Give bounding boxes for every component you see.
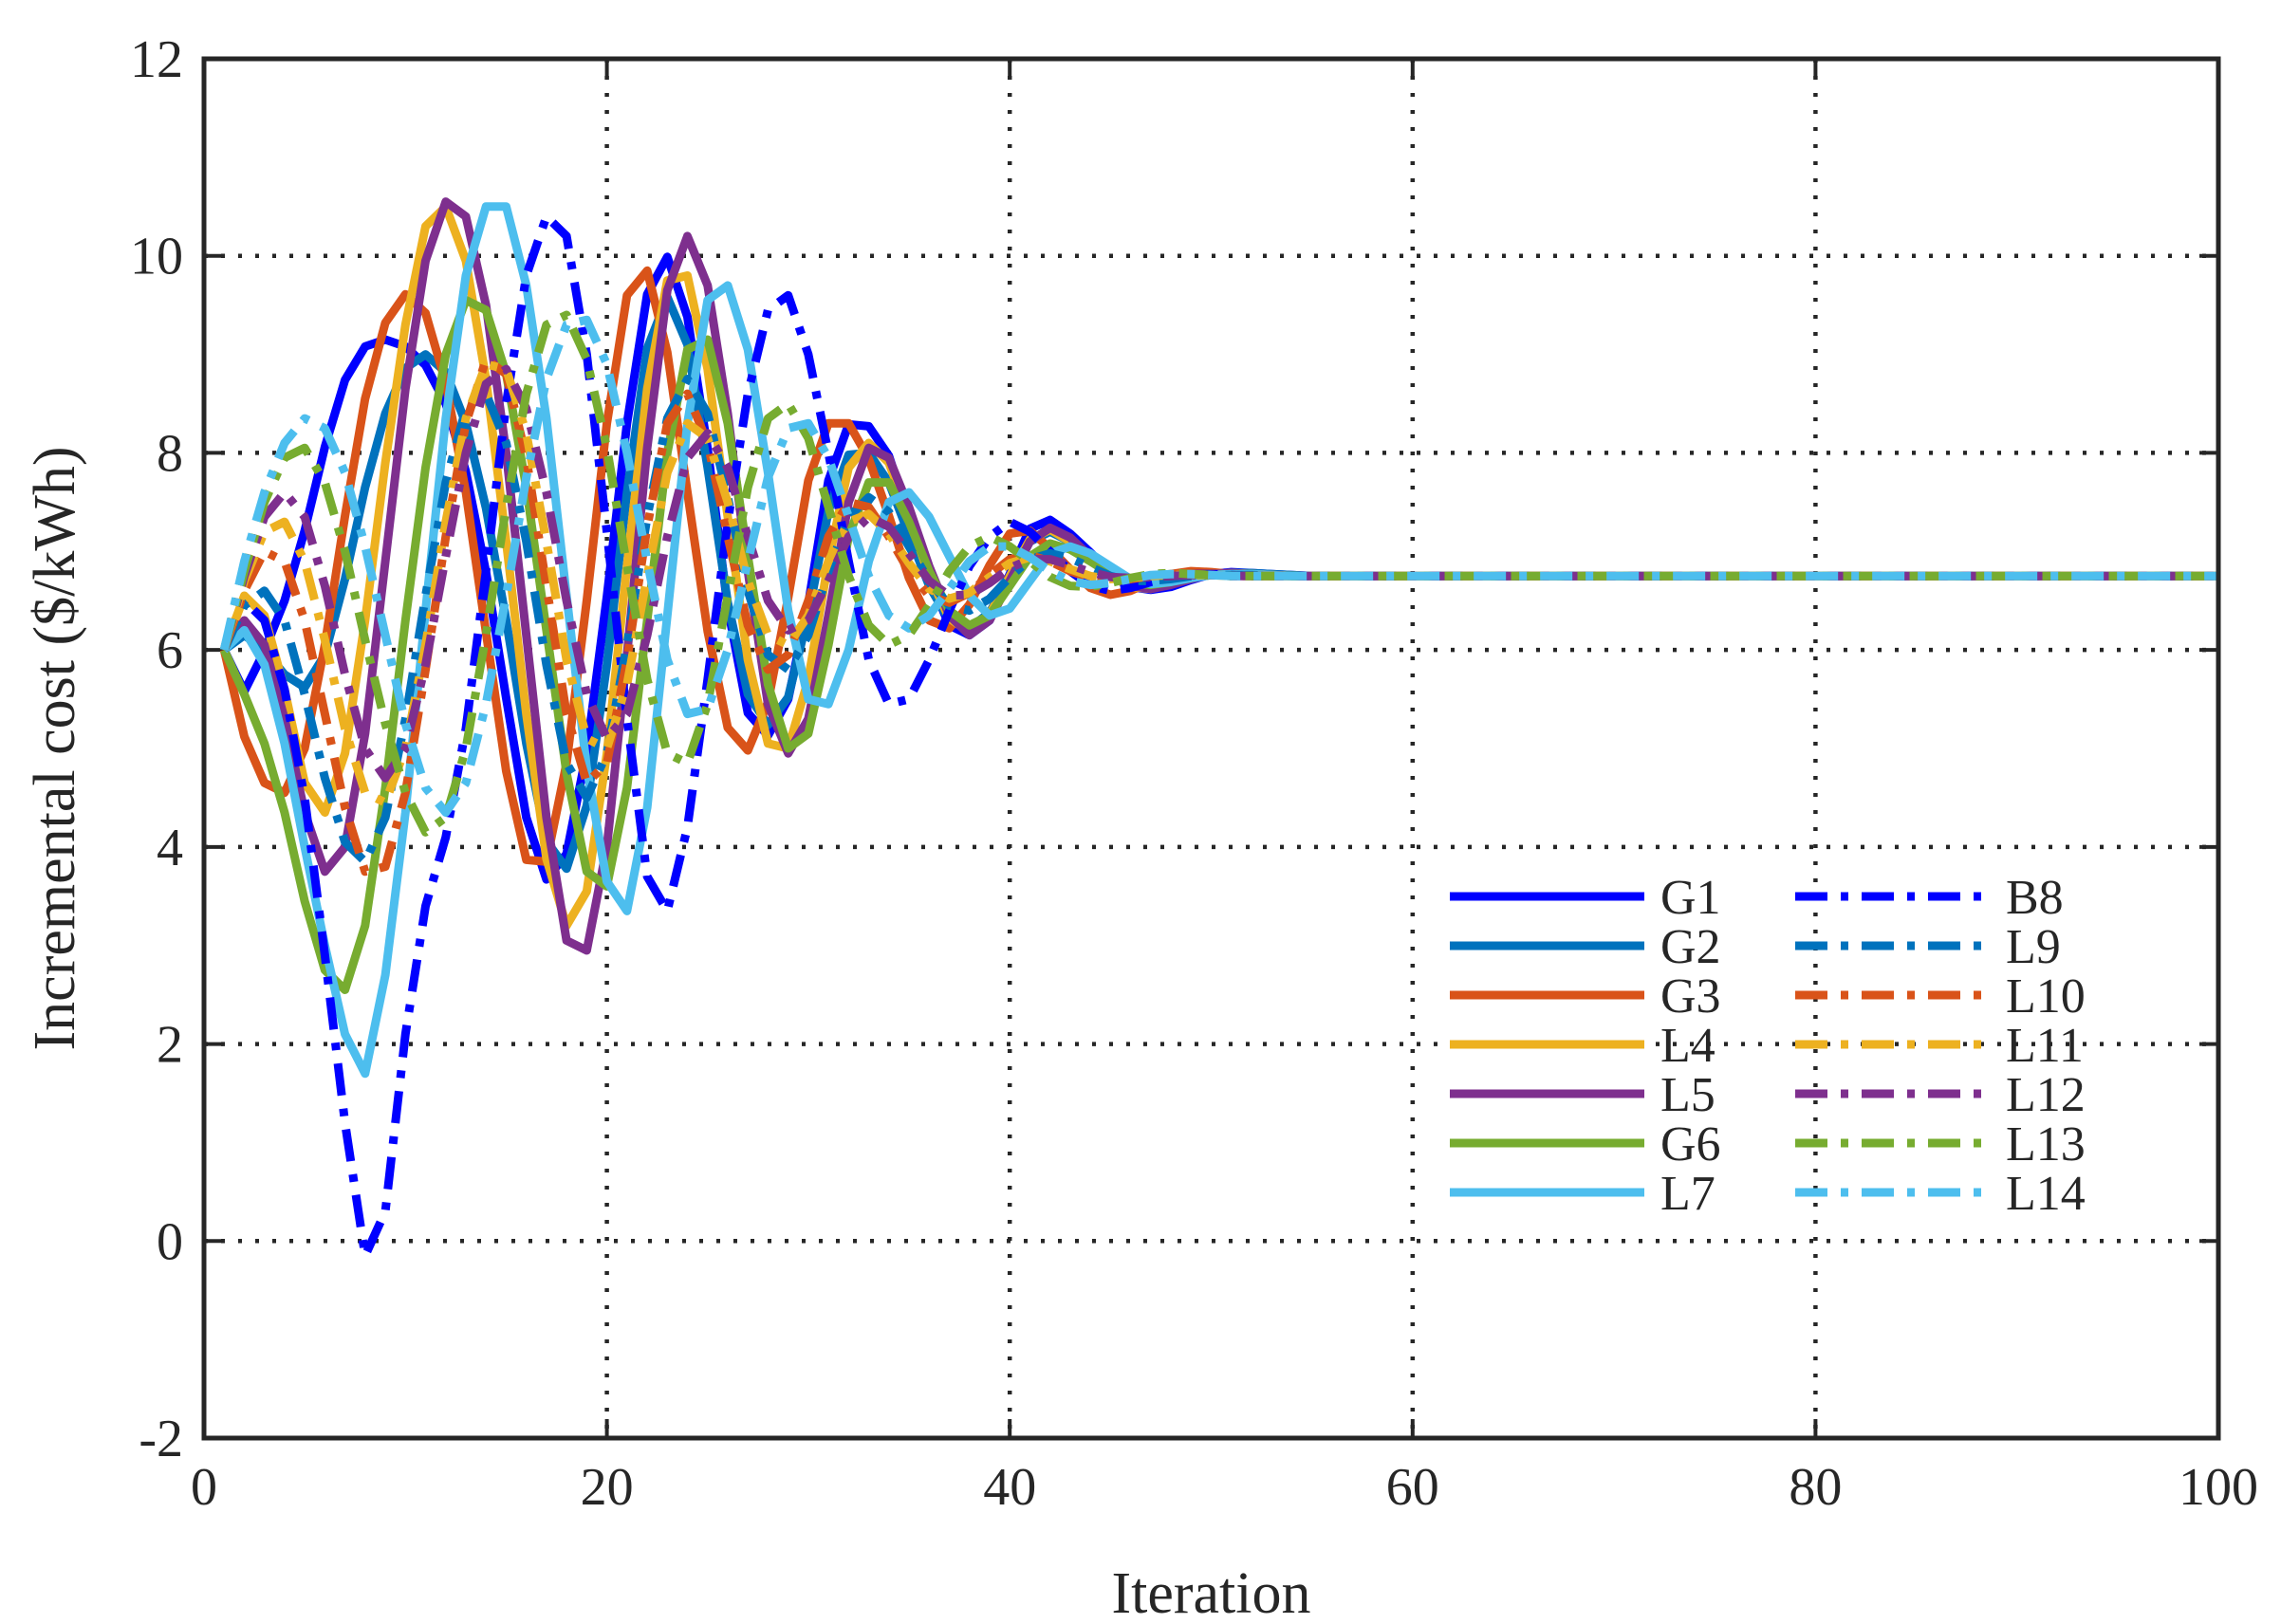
y-tick-label: 10 [130, 228, 183, 286]
x-tick-label: 60 [1386, 1458, 1439, 1517]
x-tick-label: 0 [191, 1458, 217, 1517]
x-tick-labels: 0 20 40 60 80 100 [191, 1458, 2258, 1517]
plot-frame [201, 56, 2221, 1441]
legend-label-l10: L10 [2006, 969, 2086, 1024]
y-tick-label: 12 [130, 30, 183, 89]
legend-label-g6: G6 [1660, 1117, 1721, 1172]
y-tick-labels: -2 0 2 4 6 8 10 12 [130, 30, 183, 1468]
legend-label-l4: L4 [1660, 1019, 1715, 1073]
legend-label-l11: L11 [2006, 1019, 2084, 1073]
y-tick-label: 0 [157, 1212, 183, 1271]
series-line-b8 [220, 212, 2218, 1261]
series-lines [219, 197, 2218, 1261]
legend-label-b8: B8 [2006, 871, 2064, 925]
legend-label-g2: G2 [1660, 920, 1721, 974]
y-axis-title: Incremental cost ($/kWh) [23, 447, 87, 1051]
legend-label-l5: L5 [1660, 1068, 1715, 1122]
legend-label-l7: L7 [1660, 1167, 1715, 1221]
x-tick-label: 40 [983, 1458, 1036, 1517]
y-tick-label: 4 [157, 819, 183, 877]
legend-label-l14: L14 [2006, 1167, 2086, 1221]
x-tick-label: 20 [581, 1458, 634, 1517]
legend-label-l9: L9 [2006, 920, 2061, 974]
y-tick-label: 8 [157, 424, 183, 483]
legend-label-l12: L12 [2006, 1068, 2086, 1122]
y-tick-label: 2 [157, 1016, 183, 1075]
x-axis-title: Iteration [1111, 1561, 1310, 1624]
x-tick-label: 80 [1789, 1458, 1842, 1517]
x-tick-label: 100 [2179, 1458, 2258, 1517]
y-tick-label: -2 [139, 1410, 183, 1468]
legend-label-g3: G3 [1660, 969, 1721, 1024]
y-tick-label: 6 [157, 621, 183, 680]
legend-label-g1: G1 [1660, 871, 1721, 925]
series-line-l14 [219, 315, 2218, 817]
legend-label-l13: L13 [2006, 1117, 2086, 1172]
